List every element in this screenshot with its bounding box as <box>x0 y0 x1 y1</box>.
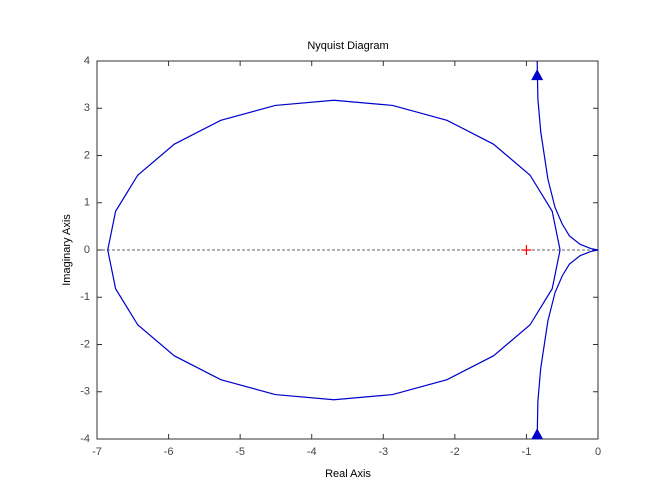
y-tick-label: -4 <box>80 433 90 445</box>
x-tick-label: -6 <box>164 446 174 458</box>
x-tick-label: -1 <box>522 446 532 458</box>
x-tick-label: -5 <box>235 446 245 458</box>
y-tick-label: 4 <box>84 55 90 67</box>
x-tick-label: -2 <box>450 446 460 458</box>
y-tick-label: 2 <box>84 149 90 161</box>
y-tick-label: 3 <box>84 102 90 114</box>
x-tick-label: 0 <box>595 446 601 458</box>
y-tick-label: 0 <box>84 244 90 256</box>
critical-point <box>521 245 532 255</box>
x-axis-label: Real Axis <box>325 468 371 480</box>
y-tick-label: -3 <box>80 386 90 398</box>
nyquist-curve <box>536 249 599 440</box>
chart-title: Nyquist Diagram <box>307 40 388 52</box>
nyquist-curve <box>107 99 561 401</box>
y-tick-label: -1 <box>80 291 90 303</box>
y-tick-label: -2 <box>80 338 90 350</box>
direction-arrow <box>531 69 544 81</box>
x-tick-label: -7 <box>92 446 102 458</box>
x-tick-label: -4 <box>307 446 317 458</box>
y-axis-label: Imaginary Axis <box>61 214 73 286</box>
y-tick-label: 1 <box>84 197 90 209</box>
nyquist-curve <box>536 60 599 251</box>
direction-arrow <box>531 428 544 440</box>
x-tick-label: -3 <box>378 446 388 458</box>
